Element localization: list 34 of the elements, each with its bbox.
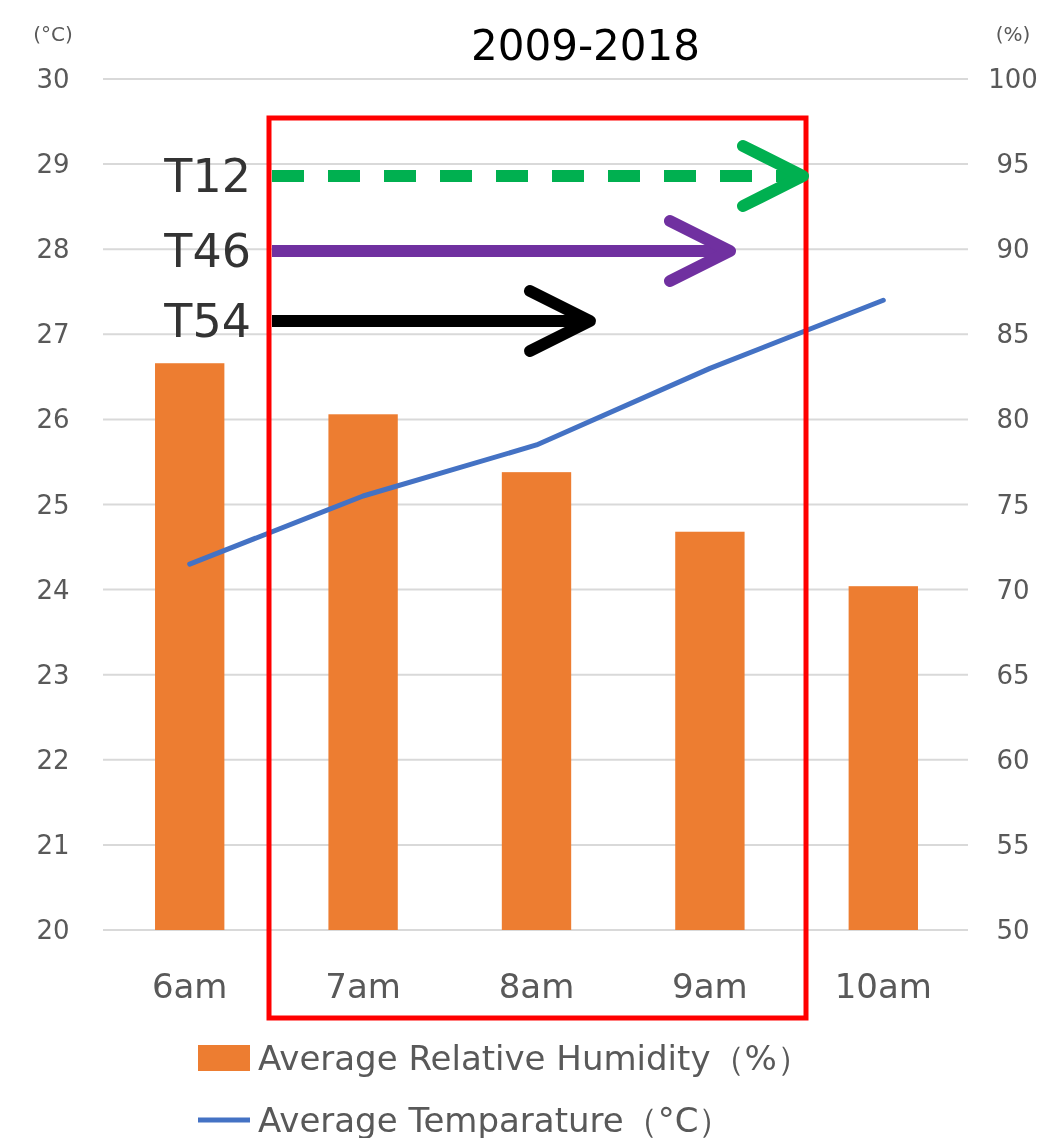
x-tick-label: 6am <box>151 966 228 1006</box>
y2-tick-label: 85 <box>996 319 1030 350</box>
y2-tick-label: 60 <box>996 744 1030 775</box>
y-tick-label: 22 <box>36 744 70 775</box>
y2-tick-label: 95 <box>996 149 1030 180</box>
y-axis-title: (°C) <box>33 22 73 46</box>
annotation: T54 <box>163 294 251 348</box>
y2-axis-title: (%) <box>995 22 1031 46</box>
y-tick-label: 28 <box>36 234 70 265</box>
y-tick-label: 21 <box>36 829 70 860</box>
y2-tick-label: 50 <box>996 915 1030 945</box>
y2-tick-label: 100 <box>988 64 1038 94</box>
annotation: T12 <box>163 149 251 203</box>
y2-tick-label: 80 <box>996 404 1030 435</box>
y2-tick-label: 65 <box>996 659 1030 690</box>
annotation: T46 <box>163 224 251 278</box>
y2-tick-label: 90 <box>996 234 1030 265</box>
x-tick-label: 9am <box>672 966 748 1006</box>
x-tick-label: 8am <box>498 966 575 1006</box>
y-tick-label: 20 <box>36 915 70 945</box>
x-tick-label: 7am <box>325 966 401 1006</box>
y-tick-label: 27 <box>36 319 70 350</box>
y2-tick-label: 55 <box>996 829 1030 860</box>
y-tick-label: 25 <box>36 489 70 520</box>
chart-title: 2009-2018 <box>471 21 700 70</box>
y-tick-label: 24 <box>36 574 70 605</box>
x-tick-label: 10am <box>834 966 932 1006</box>
y-tick-label: 23 <box>36 659 70 690</box>
y2-tick-label: 70 <box>996 574 1030 605</box>
legend-label: Average Relative Humidity（%） <box>258 1038 811 1078</box>
y2-tick-label: 75 <box>996 489 1030 520</box>
y-tick-label: 26 <box>36 404 70 435</box>
y-tick-label: 29 <box>36 149 70 180</box>
y-tick-label: 30 <box>36 64 70 94</box>
